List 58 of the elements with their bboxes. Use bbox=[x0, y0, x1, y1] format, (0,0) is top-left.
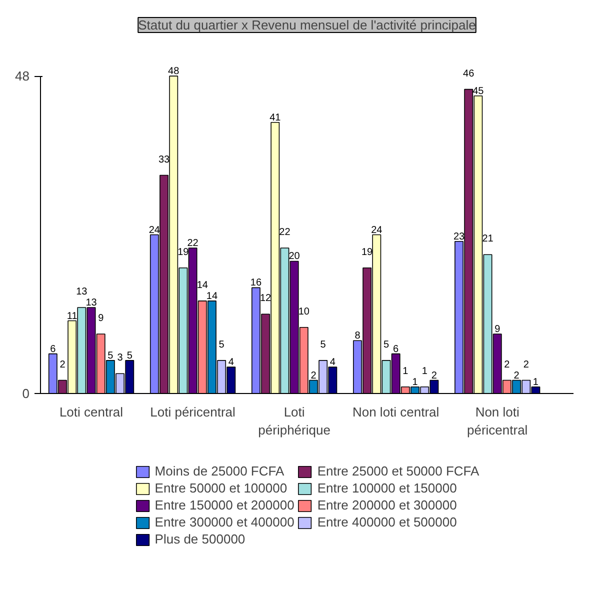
legend-label: Entre 100000 et 150000 bbox=[317, 480, 457, 496]
data-label: 1 bbox=[422, 366, 428, 377]
data-label: 2 bbox=[523, 359, 530, 370]
x-tick-label: Loti péricentral bbox=[150, 404, 236, 420]
data-label: 13 bbox=[86, 298, 98, 309]
data-label: 14 bbox=[196, 280, 208, 291]
data-label: 14 bbox=[206, 290, 218, 302]
legend-label: Moins de 25000 FCFA bbox=[154, 464, 284, 478]
data-label: 5 bbox=[218, 339, 225, 350]
data-label: 4 bbox=[330, 357, 336, 368]
data-label: 16 bbox=[250, 278, 262, 289]
data-label: 24 bbox=[371, 224, 383, 236]
data-label: 6 bbox=[50, 344, 56, 355]
data-label: 11 bbox=[66, 310, 78, 322]
data-label: 48 bbox=[168, 66, 180, 78]
legend-label: Entre 200000 et 300000 bbox=[317, 498, 457, 512]
legend-label: Entre 50000 et 100000 bbox=[154, 480, 288, 496]
data-label: 2 bbox=[310, 370, 317, 382]
data-label: 9 bbox=[494, 324, 501, 335]
data-label: 9 bbox=[98, 312, 104, 324]
legend-label: Plus de 500000 bbox=[154, 532, 246, 546]
legend-label: Entre 150000 et 200000 bbox=[154, 498, 294, 512]
data-label: 1 bbox=[532, 376, 539, 388]
data-label: 2 bbox=[514, 370, 520, 382]
data-label: 8 bbox=[354, 330, 361, 342]
data-label: 10 bbox=[298, 306, 310, 318]
data-label: 13 bbox=[76, 286, 88, 298]
x-tick-label: Non loti central bbox=[352, 404, 440, 420]
data-label: 19 bbox=[178, 246, 190, 258]
data-label: 22 bbox=[279, 227, 291, 238]
data-label: 6 bbox=[393, 344, 400, 355]
data-label: 41 bbox=[270, 112, 282, 124]
data-label: 19 bbox=[362, 246, 374, 258]
data-label: 5 bbox=[383, 339, 390, 350]
data-label: 2 bbox=[60, 359, 66, 370]
data-label: 2 bbox=[504, 359, 510, 370]
data-label: 20 bbox=[288, 251, 300, 262]
legend-label: Entre 300000 et 400000 bbox=[154, 514, 294, 530]
data-label: 4 bbox=[228, 357, 234, 368]
data-label: 3 bbox=[117, 352, 124, 364]
x-tick-label: Non loti péricentral bbox=[467, 404, 528, 438]
chart-title: Statut du quartier x Revenu mensuel de l'activité principale bbox=[138, 18, 476, 32]
data-label: 1 bbox=[412, 376, 418, 388]
data-label: 2 bbox=[431, 370, 438, 382]
data-label: 46 bbox=[463, 68, 475, 80]
data-label: 5 bbox=[320, 339, 326, 350]
data-label: 5 bbox=[126, 350, 133, 362]
x-tick-label: Loti périphérique bbox=[258, 404, 330, 438]
y-tick-label: 0 bbox=[22, 386, 30, 401]
data-label: 45 bbox=[472, 86, 484, 97]
data-label: 5 bbox=[108, 350, 114, 362]
legend-label: Entre 25000 et 50000 FCFA bbox=[317, 464, 480, 478]
data-label: 12 bbox=[260, 293, 272, 304]
data-label: 22 bbox=[187, 238, 199, 250]
data-label: 21 bbox=[482, 234, 494, 245]
x-tick-label: Loti central bbox=[59, 404, 124, 420]
legend-label: Entre 400000 et 500000 bbox=[317, 514, 457, 530]
data-label: 1 bbox=[402, 366, 409, 377]
